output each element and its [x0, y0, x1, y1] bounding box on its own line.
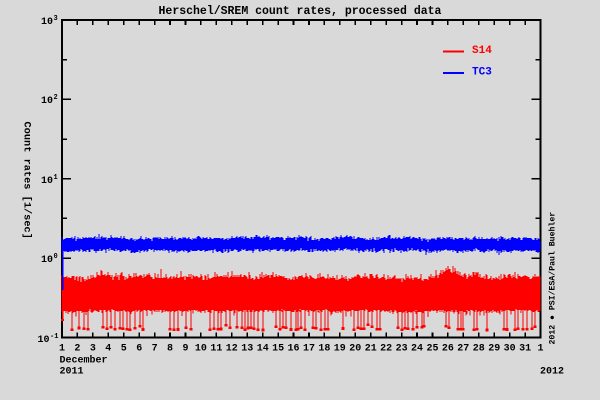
svg-text:Herschel/SREM count rates, pro: Herschel/SREM count rates, processed dat…: [159, 5, 442, 18]
svg-text:11: 11: [210, 344, 222, 355]
svg-text:19: 19: [334, 344, 346, 355]
svg-text:1: 1: [54, 174, 58, 182]
svg-text:10: 10: [195, 344, 207, 355]
svg-text:25: 25: [426, 344, 438, 355]
svg-text:18: 18: [318, 344, 330, 355]
svg-text:29: 29: [488, 344, 500, 355]
svg-text:20: 20: [349, 344, 361, 355]
svg-text:22: 22: [380, 344, 392, 355]
svg-text:16: 16: [287, 344, 299, 355]
svg-text:9: 9: [182, 344, 188, 355]
svg-text:8: 8: [167, 344, 173, 355]
svg-text:13: 13: [241, 344, 253, 355]
svg-text:2012 ● PSI/ESA/Paul Buehler: 2012 ● PSI/ESA/Paul Buehler: [548, 212, 558, 345]
svg-text:6: 6: [136, 344, 142, 355]
svg-text:4: 4: [105, 344, 111, 355]
svg-text:10: 10: [41, 17, 53, 28]
svg-text:21: 21: [365, 344, 377, 355]
svg-text:28: 28: [473, 344, 485, 355]
svg-text:TC3: TC3: [472, 66, 492, 78]
svg-text:2011: 2011: [60, 367, 84, 378]
svg-text:0: 0: [54, 253, 58, 261]
svg-text:2: 2: [74, 344, 80, 355]
svg-text:12: 12: [226, 344, 238, 355]
svg-text:10: 10: [41, 255, 53, 266]
svg-text:10: 10: [37, 335, 49, 346]
svg-text:2: 2: [54, 94, 58, 102]
svg-text:3: 3: [90, 344, 96, 355]
svg-text:26: 26: [442, 344, 454, 355]
svg-text:2012: 2012: [540, 367, 564, 378]
svg-text:14: 14: [257, 344, 269, 355]
svg-text:15: 15: [272, 344, 284, 355]
svg-text:3: 3: [54, 15, 58, 23]
svg-text:27: 27: [457, 344, 469, 355]
svg-text:23: 23: [396, 344, 408, 355]
svg-text:5: 5: [121, 344, 127, 355]
svg-text:10: 10: [41, 176, 53, 187]
svg-text:7: 7: [152, 344, 158, 355]
svg-text:31: 31: [519, 344, 531, 355]
svg-text:-1: -1: [50, 333, 58, 341]
svg-text:30: 30: [504, 344, 516, 355]
svg-text:24: 24: [411, 344, 423, 355]
svg-text:1: 1: [59, 344, 65, 355]
svg-text:17: 17: [303, 344, 315, 355]
svg-text:Count rates [1/sec]: Count rates [1/sec]: [21, 122, 33, 239]
svg-text:10: 10: [41, 96, 53, 107]
svg-text:December: December: [60, 355, 108, 367]
svg-text:S14: S14: [472, 45, 492, 57]
svg-text:1: 1: [537, 344, 543, 355]
